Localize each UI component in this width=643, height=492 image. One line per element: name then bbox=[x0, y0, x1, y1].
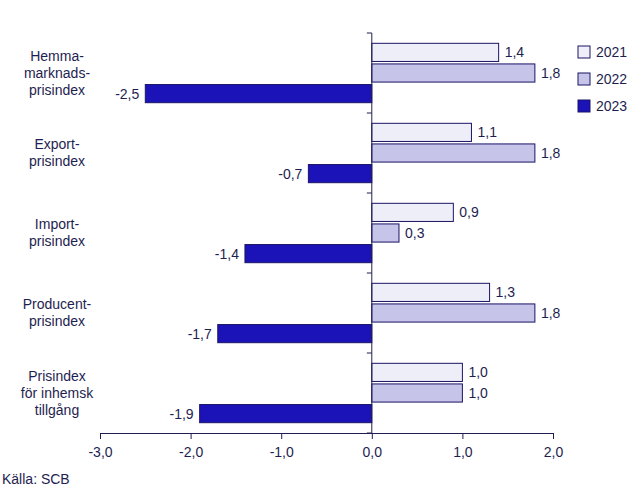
category-label: Hemma-marknads-prisindex bbox=[24, 48, 90, 98]
category-label: Producent-prisindex bbox=[23, 296, 92, 329]
data-label: 1,8 bbox=[541, 145, 561, 161]
category-boundary-tick bbox=[367, 193, 372, 194]
data-label: -2,5 bbox=[115, 86, 139, 102]
bar bbox=[308, 165, 371, 183]
legend-label: 2021 bbox=[596, 44, 627, 60]
x-tick-mark bbox=[191, 433, 192, 439]
x-tick-label: -2,0 bbox=[179, 444, 203, 460]
bar bbox=[200, 405, 372, 423]
category-boundary-tick bbox=[367, 273, 372, 274]
x-axis-line bbox=[101, 434, 554, 440]
x-tick-label: -1,0 bbox=[270, 444, 294, 460]
data-label: 1,8 bbox=[541, 65, 561, 81]
data-label: 1,3 bbox=[496, 284, 516, 300]
data-label: 1,0 bbox=[468, 364, 488, 380]
category-boundary-tick bbox=[367, 113, 372, 114]
data-label: 0,9 bbox=[459, 204, 479, 220]
x-tick: 0,0 bbox=[363, 433, 383, 460]
source: Källa: SCB bbox=[2, 471, 70, 487]
bar bbox=[372, 203, 454, 221]
data-label: -0,7 bbox=[278, 166, 302, 182]
x-tick-mark bbox=[100, 433, 101, 439]
bar bbox=[372, 304, 535, 322]
category-boundary-tick bbox=[367, 353, 372, 354]
chart: 1,4 1,1 0,9 1,3 1,0 1,8 1,8 0,3 1,8 1,0 -2,5 -0,7 -1… bbox=[0, 0, 643, 492]
category-label: Export-prisindex bbox=[29, 136, 85, 169]
bar bbox=[218, 325, 372, 343]
data-label: 1,8 bbox=[541, 305, 561, 321]
x-tick-mark bbox=[281, 433, 282, 439]
x-tick: -3,0 bbox=[88, 433, 112, 460]
data-labels: 1,4 1,1 0,9 1,3 1,0 1,8 1,8 0,3 1,8 1,0 -2,5 -0,7 -1… bbox=[115, 44, 560, 421]
bar bbox=[372, 64, 535, 82]
data-label: 1,1 bbox=[477, 124, 497, 140]
bar bbox=[372, 224, 399, 242]
legend-swatch bbox=[578, 73, 590, 85]
category-label: Prisindexför inhemsktillgång bbox=[21, 368, 94, 418]
legend-label: 2023 bbox=[596, 98, 627, 114]
x-tick: 1,0 bbox=[453, 433, 473, 460]
category-labels: Hemma-marknads-prisindex Export-prisindex… bbox=[21, 48, 94, 418]
x-tick-label: 0,0 bbox=[363, 444, 383, 460]
x-tick: -2,0 bbox=[179, 433, 203, 460]
category-label: Import-prisindex bbox=[29, 216, 85, 249]
bar bbox=[372, 363, 463, 381]
bar bbox=[245, 245, 372, 263]
bar bbox=[372, 283, 490, 301]
legend-swatch bbox=[578, 100, 590, 112]
category-boundary-tick bbox=[367, 33, 372, 34]
legend-swatch bbox=[578, 46, 590, 58]
x-tick-label: -3,0 bbox=[88, 444, 112, 460]
data-label: 1,0 bbox=[468, 385, 488, 401]
data-label: -1,9 bbox=[170, 406, 194, 422]
data-label: -1,4 bbox=[215, 246, 239, 262]
x-axis: -3,0 -2,0 -1,0 0,0 1,0 2,0 bbox=[88, 433, 563, 460]
x-tick-mark bbox=[553, 433, 554, 439]
bar bbox=[372, 384, 463, 402]
bar bbox=[372, 144, 535, 162]
bar bbox=[372, 43, 499, 61]
legend: 2021 2022 2023 bbox=[578, 44, 627, 114]
data-label: 1,4 bbox=[505, 44, 525, 60]
x-tick: -1,0 bbox=[270, 433, 294, 460]
x-tick-mark bbox=[372, 433, 373, 439]
bar bbox=[145, 85, 371, 103]
x-tick-label: 1,0 bbox=[453, 444, 473, 460]
x-tick: 2,0 bbox=[544, 433, 564, 460]
x-tick-label: 2,0 bbox=[544, 444, 564, 460]
x-tick-mark bbox=[462, 433, 463, 439]
bar bbox=[372, 123, 472, 141]
legend-label: 2022 bbox=[596, 71, 627, 87]
bars bbox=[145, 43, 535, 422]
data-label: -1,7 bbox=[188, 326, 212, 342]
data-label: 0,3 bbox=[405, 225, 425, 241]
zero-line bbox=[371, 33, 372, 433]
